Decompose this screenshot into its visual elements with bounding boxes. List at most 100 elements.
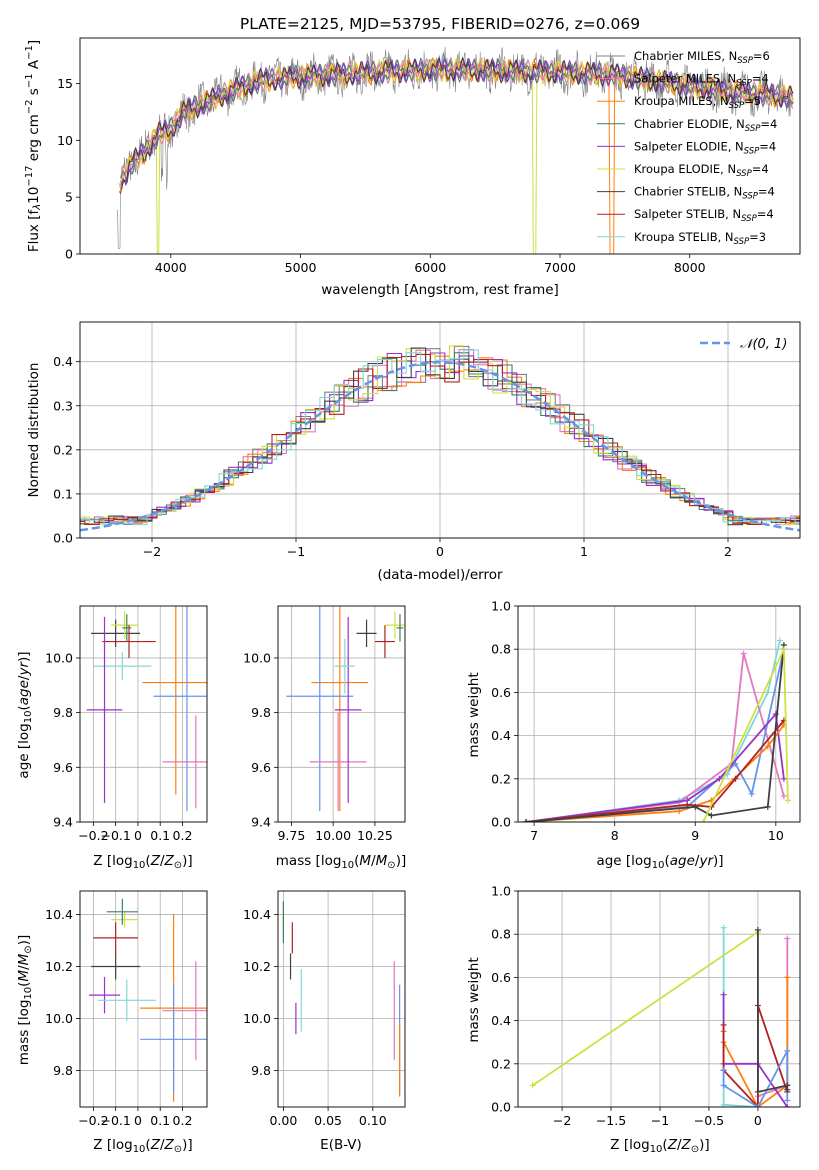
x-tick-label: −2 [143, 544, 161, 559]
spectrum-panel: PLATE=2125, MJD=53795, FIBERID=0276, z=0… [24, 15, 801, 298]
weight-marker-chabrier_stelib [692, 803, 699, 810]
x-tick-label: −1 [651, 1113, 669, 1128]
weight-series-blue [722, 1050, 789, 1107]
spectrum-ticks: 4000 5000 6000 7000 8000 0 5 10 15 [57, 76, 706, 275]
x-tick-label: 0.00 [269, 1113, 297, 1128]
residual-grid: −2 −1 0 1 2 0.0 0.1 0.2 0.3 0.4 [53, 322, 800, 559]
legend-label-salpeter_elodie: Salpeter ELODIE, NSSP=4 [634, 139, 776, 156]
y-tick-label: 10 [57, 133, 73, 148]
x-tick-label: 9.75 [277, 828, 305, 843]
y-tick-label: 10.0 [45, 650, 73, 665]
x-tick-label: 1 [580, 544, 588, 559]
spectrum-lines [117, 47, 794, 254]
weight-marker-kroupa_stelib [764, 689, 771, 696]
x-tick-label: 7000 [544, 260, 576, 275]
y-tick-label: 0.0 [53, 531, 73, 546]
weight-vs-age-panel: 7 8 9 10 0.0 0.2 0.4 0.6 0.8 1.0 [491, 599, 801, 843]
weight-marker-chabrier_stelib [764, 803, 771, 810]
x-tick-label: 0 [754, 1113, 762, 1128]
x-tick-label: 6000 [414, 260, 446, 275]
weight-marker-kroupa_miles [784, 974, 791, 981]
observed-spectrum [117, 47, 794, 249]
x-tick-label: 8 [611, 828, 619, 843]
y-tick-label: 9.8 [251, 705, 271, 720]
residual-panel: −2 −1 0 1 2 0.0 0.1 0.2 0.3 0.4 𝒩(0, 1) (data-mod… [26, 321, 801, 583]
x-tick-label: −1.5 [596, 1113, 626, 1128]
axes-frame [517, 890, 801, 1108]
legend-label-salpeter_miles: Salpeter MILES, NSSP=4 [634, 72, 769, 89]
y-tick-label: 10.0 [243, 1011, 271, 1026]
weight-marker-kroupa_stelib [720, 924, 727, 931]
y-tick-label: 15 [57, 76, 73, 91]
histogram-kroupa_miles [80, 355, 800, 525]
age-z-ylabel: age [log10(age/yr)] [16, 651, 34, 778]
y-tick-label: 0.0 [491, 815, 511, 830]
y-tick-label: 0.8 [491, 927, 511, 942]
x-tick-label: 9 [691, 828, 699, 843]
weight-marker-blue [720, 1082, 727, 1089]
x-tick-label: 10 [768, 828, 784, 843]
weight-series-kroupa_elodie [532, 931, 759, 1087]
weight-marker-blue [720, 1067, 727, 1074]
y-tick-label: 0.4 [491, 728, 511, 743]
y-tick-label: 0.4 [491, 1013, 511, 1028]
weight-marker-salpeter_stelib [720, 1021, 727, 1028]
weight-marker-chabrier_stelib [754, 1088, 761, 1095]
x-tick-label: 4000 [155, 260, 187, 275]
weight-series-salpeter_elodie [722, 994, 789, 1107]
weight-marker-salpeter_miles [740, 650, 747, 657]
spectrum-xlabel: wavelength [Angstrom, rest frame] [321, 282, 559, 298]
weight-marker-salpeter_miles [780, 793, 787, 800]
residual-axes-frame [79, 321, 801, 539]
y-tick-label: 0.1 [53, 486, 73, 501]
x-tick-label: −2 [553, 1113, 571, 1128]
weight-series-kroupa_stelib [722, 927, 758, 1107]
legend-label-salpeter_stelib: Salpeter STELIB, NSSP=4 [634, 207, 774, 224]
residual-histograms [80, 345, 800, 532]
x-tick-label: −0.1 [100, 828, 130, 843]
x-tick-label: 0.1 [150, 828, 170, 843]
axes-frame [517, 605, 801, 823]
axes-frame [79, 890, 208, 1108]
weight-age-xlabel: age [log10(age/yr)] [596, 853, 723, 871]
y-tick-label: 1.0 [491, 884, 511, 899]
weight-z-ylabel: mass weight [466, 957, 482, 1042]
y-tick-label: 0.2 [491, 1056, 511, 1071]
y-tick-label: 0.3 [53, 398, 73, 413]
weight-series-salpeter_stelib [722, 1005, 789, 1107]
weight-marker-kroupa_elodie [784, 797, 791, 804]
y-tick-label: 5 [65, 190, 73, 205]
y-tick-label: 0.6 [491, 685, 511, 700]
x-tick-label: 0.2 [173, 828, 193, 843]
x-tick-label: 0.2 [173, 1113, 193, 1128]
x-tick-label: 10.00 [315, 828, 351, 843]
legend-label-chabrier_miles: Chabrier MILES, NSSP=6 [634, 49, 770, 66]
histogram-salpeter_stelib [80, 353, 800, 526]
residual-xlabel: (data-model)/error [377, 567, 503, 583]
y-tick-label: 9.4 [251, 815, 271, 830]
x-tick-label: −0.1 [100, 1113, 130, 1128]
gaussian-legend-label: 𝒩(0, 1) [740, 337, 787, 352]
x-tick-label: 0 [134, 828, 142, 843]
errorbars [88, 898, 207, 1102]
mass-ebv-xlabel: E(B-V) [320, 1137, 362, 1153]
y-tick-label: 9.6 [53, 760, 73, 775]
y-tick-label: 9.8 [251, 1063, 271, 1078]
errorbars [282, 901, 401, 1097]
legend-label-chabrier_stelib: Chabrier STELIB, NSSP=4 [634, 185, 775, 202]
weight-marker-blue [784, 1047, 791, 1054]
y-tick-label: 0.4 [53, 354, 73, 369]
weight-z-xlabel: Z [log10(Z/Z⊙)] [610, 1137, 709, 1155]
legend-label-kroupa_elodie: Kroupa ELODIE, NSSP=4 [634, 162, 769, 179]
age-vs-metallicity-panel: −0.2−0.1 0 0.1 0.2 9.4 9.6 9.8 10.0 [45, 605, 208, 843]
y-tick-label: 0.8 [491, 642, 511, 657]
weight-marker-chabrier_stelib [708, 812, 715, 819]
weight-series-chabrier_stelib [757, 929, 789, 1094]
x-tick-label: 2 [724, 544, 732, 559]
weight-marker-chabrier_stelib [523, 819, 530, 822]
x-tick-label: −1 [287, 544, 305, 559]
weight-marker-kroupa_elodie [780, 646, 787, 653]
weight-marker-salpeter_elodie [720, 991, 727, 998]
y-tick-label: 9.8 [53, 705, 73, 720]
